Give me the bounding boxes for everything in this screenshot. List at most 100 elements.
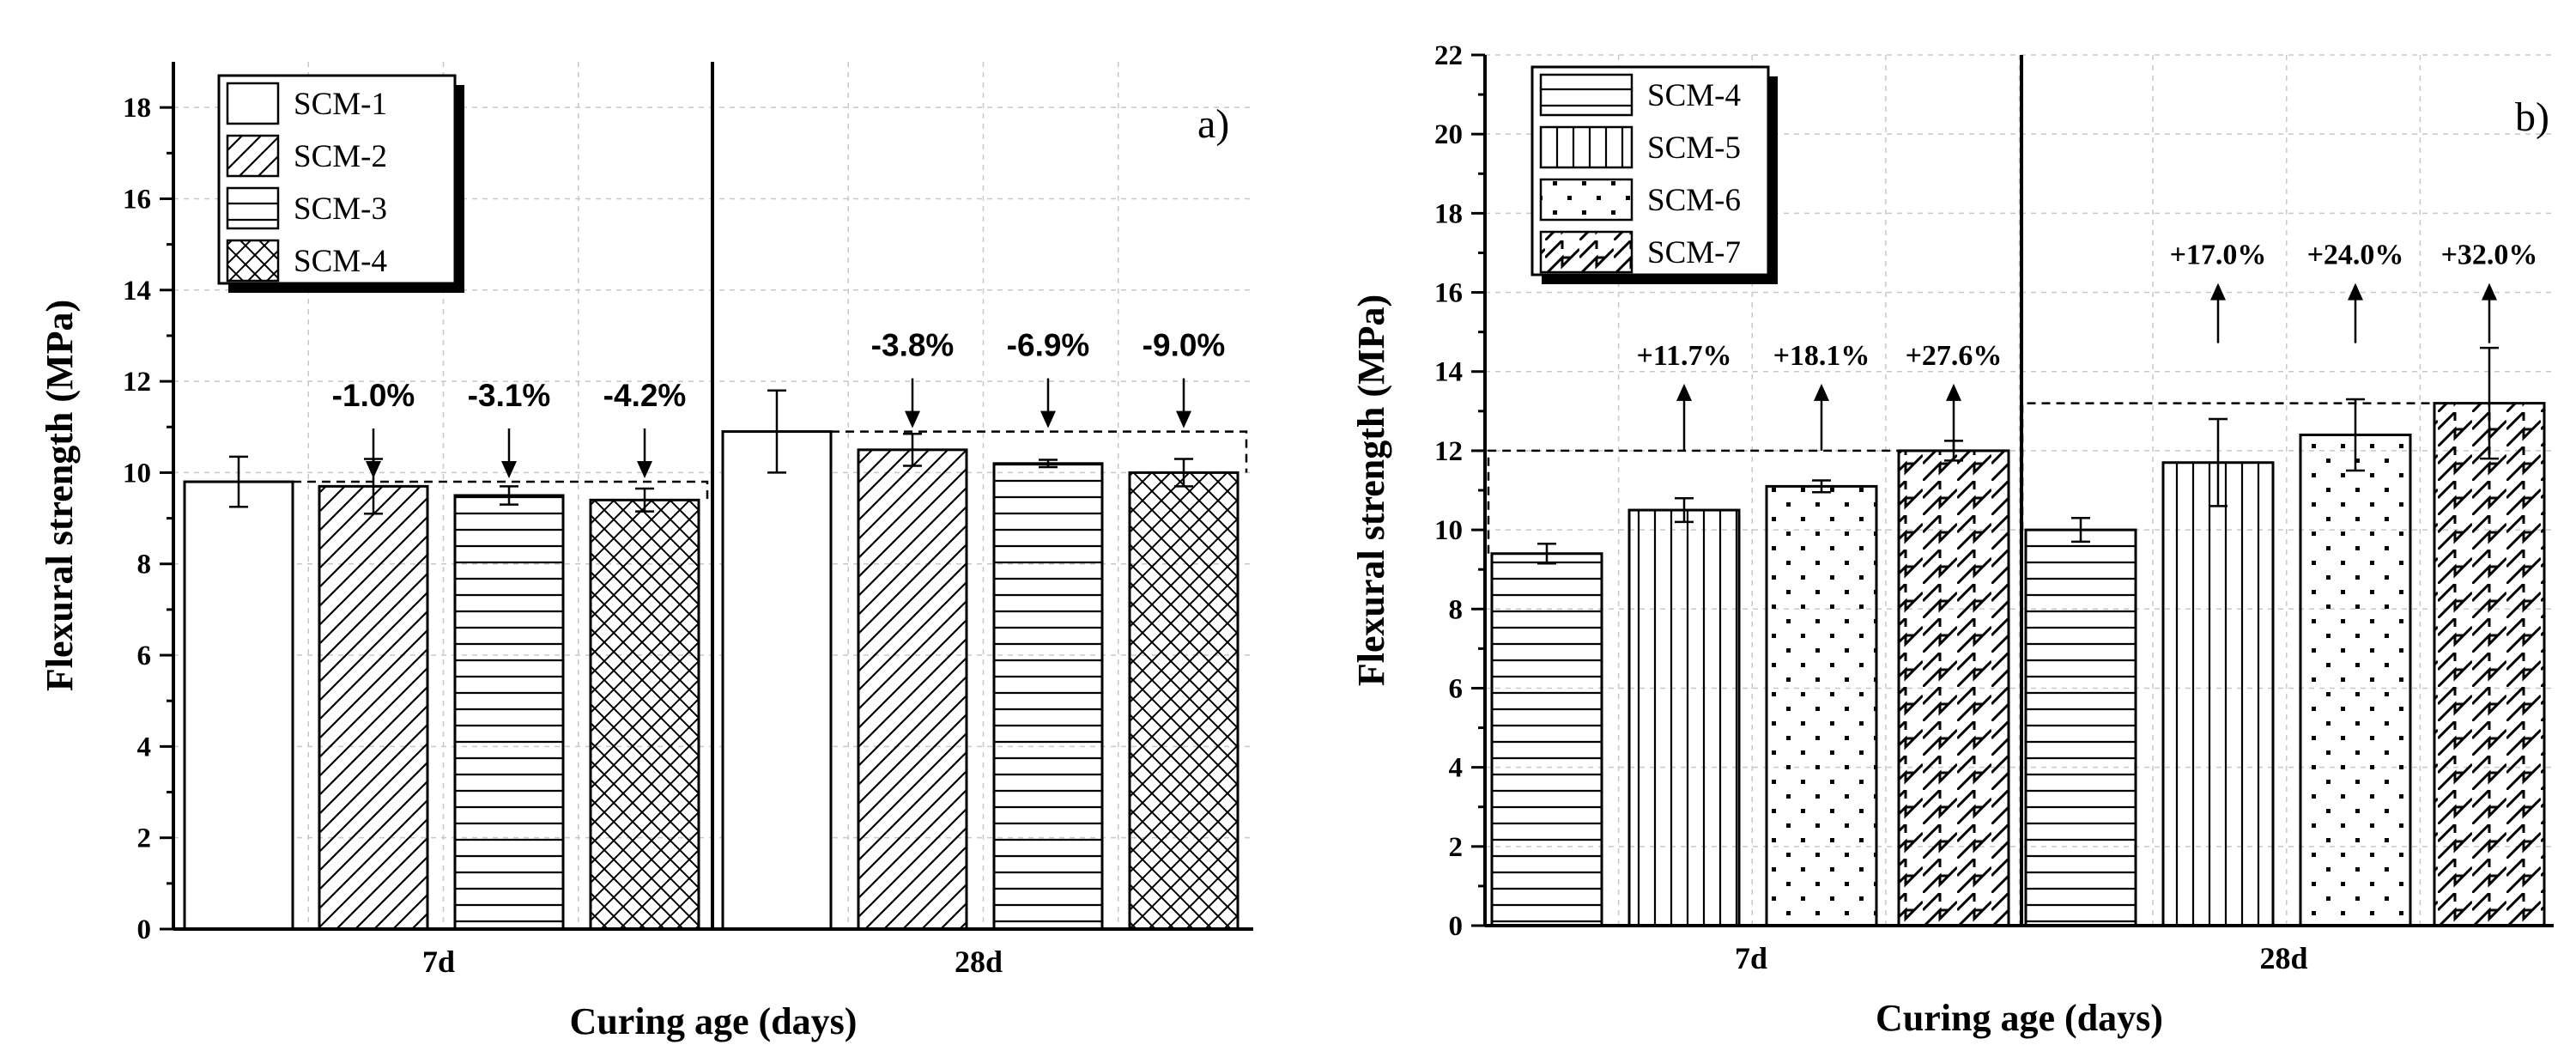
bar-scm-4-7d: [1490, 552, 1603, 927]
y-tick-label: 16: [123, 184, 151, 215]
annotation-label: -9.0%: [1143, 328, 1226, 363]
x-category-label: 7d: [1735, 941, 1767, 975]
chart-panel-b: 7d 28d +11.7% +18.1% +27.6% +17.0% +24.0% +32.0…: [1350, 40, 2554, 1039]
error-bar: [1039, 459, 1058, 469]
arrow-head: [2348, 282, 2363, 301]
legend-label: SCM-2: [294, 139, 387, 174]
panel-label: a): [1197, 101, 1229, 147]
annotation-label: +17.0%: [2170, 240, 2267, 271]
arrow-head: [1814, 383, 1829, 401]
y-tick-label: 18: [1434, 198, 1463, 229]
legend-swatch-scm-4: [1539, 73, 1633, 117]
legend: SCM-4 SCM-5 SCM-6 SCM-7: [1530, 65, 1778, 284]
error-bar: [2209, 417, 2227, 507]
annotation-label: -3.8%: [871, 328, 955, 363]
arrow-head: [905, 410, 920, 428]
bar-scm-3-28d: [992, 462, 1104, 931]
annotation-label: +11.7%: [1637, 340, 1732, 372]
annotation-label: -4.2%: [603, 378, 687, 413]
bar-scm-4-28d: [2024, 528, 2137, 927]
y-tick-label: 14: [1434, 357, 1463, 388]
panel-label: b): [2515, 94, 2549, 140]
x-category-label: 7d: [422, 945, 455, 979]
error-bar: [2071, 517, 2090, 544]
arrow-head: [501, 461, 517, 479]
y-tick-label: 0: [1449, 911, 1464, 942]
y-axis-title: Flexural strength (MPa): [1350, 295, 1392, 686]
annotation-label: +27.6%: [1906, 340, 2003, 372]
arrow-head: [1176, 410, 1191, 428]
y-tick-label: 6: [1449, 673, 1464, 704]
y-tick-label: 18: [123, 93, 151, 124]
x-axis-title: Curing age (days): [570, 1000, 858, 1042]
error-bar: [2346, 398, 2365, 472]
error-bar: [1174, 458, 1193, 488]
y-tick-label: 2: [1449, 832, 1464, 863]
annotation-label: +24.0%: [2307, 240, 2404, 271]
legend-swatch-scm-4: [226, 239, 280, 282]
y-tick-label: 20: [1434, 119, 1463, 150]
error-bar: [500, 485, 518, 506]
bar-scm-4-28d: [1128, 471, 1240, 931]
bar-scm-2-7d: [318, 484, 429, 931]
bar-scm-1-28d: [721, 430, 833, 931]
y-tick-label: 12: [1434, 436, 1463, 467]
legend-label: SCM-1: [294, 87, 387, 122]
bar-scm-4-7d: [589, 498, 700, 931]
error-bar: [903, 432, 922, 467]
error-bar: [2480, 346, 2499, 460]
x-axis-title: Curing age (days): [1876, 997, 2163, 1039]
legend-swatch-scm-5: [1539, 125, 1633, 169]
y-tick-label: 10: [123, 458, 151, 489]
y-tick-label: 4: [137, 732, 152, 762]
legend-label: SCM-3: [294, 191, 387, 227]
y-tick-label: 0: [137, 914, 152, 945]
reference-line: [293, 480, 709, 501]
legend-label: SCM-5: [1647, 131, 1741, 166]
x-category-label: 28d: [955, 945, 1003, 979]
y-tick-label: 22: [1434, 40, 1463, 71]
arrow-head: [1946, 383, 1961, 401]
y-tick-label: 10: [1434, 515, 1463, 546]
bar-scm-3-7d: [453, 494, 565, 931]
bar-scm-1-7d: [183, 480, 294, 931]
reference-line: [1487, 449, 1899, 554]
annotation-label: -1.0%: [332, 378, 415, 413]
error-bar: [635, 487, 654, 513]
bar-scm-2-28d: [857, 448, 968, 931]
y-tick-label: 12: [123, 367, 151, 398]
bar-scm-6-28d: [2299, 433, 2412, 927]
y-axis-title: Flexural strength (MPa): [39, 300, 81, 691]
annotation-label: +32.0%: [2441, 240, 2538, 271]
bar-scm-5-7d: [1627, 508, 1741, 927]
reference-line: [2021, 402, 2434, 531]
y-tick-label: 14: [123, 276, 151, 307]
annotation-label: +18.1%: [1773, 340, 1870, 372]
bar-scm-7-28d: [2433, 402, 2546, 927]
legend-swatch-scm-1: [226, 82, 280, 125]
arrow-head: [2210, 282, 2226, 301]
error-bar: [1537, 542, 1556, 565]
y-tick-label: 4: [1449, 753, 1464, 784]
y-tick-label: 16: [1434, 278, 1463, 309]
annotation-label: -3.1%: [468, 378, 551, 413]
error-bar: [1675, 496, 1694, 524]
y-tick-label: 6: [137, 641, 152, 671]
legend-swatch-scm-7: [1539, 230, 1633, 274]
arrow-head: [366, 461, 381, 479]
legend-swatch-scm-3: [226, 186, 280, 230]
bar-scm-7-7d: [1897, 449, 2010, 927]
error-bar: [1812, 479, 1831, 494]
y-tick-label: 8: [137, 550, 152, 580]
error-bar: [229, 455, 248, 508]
bar-scm-6-7d: [1765, 484, 1878, 927]
bar-scm-5-28d: [2161, 461, 2275, 927]
y-tick-label: 8: [1449, 594, 1464, 625]
arrow-head: [1676, 383, 1692, 401]
legend-swatch-scm-2: [226, 134, 280, 178]
legend-label: SCM-4: [294, 244, 387, 279]
arrow-head: [2482, 282, 2497, 301]
arrow-head: [637, 461, 652, 479]
legend-label: SCM-4: [1647, 78, 1741, 113]
